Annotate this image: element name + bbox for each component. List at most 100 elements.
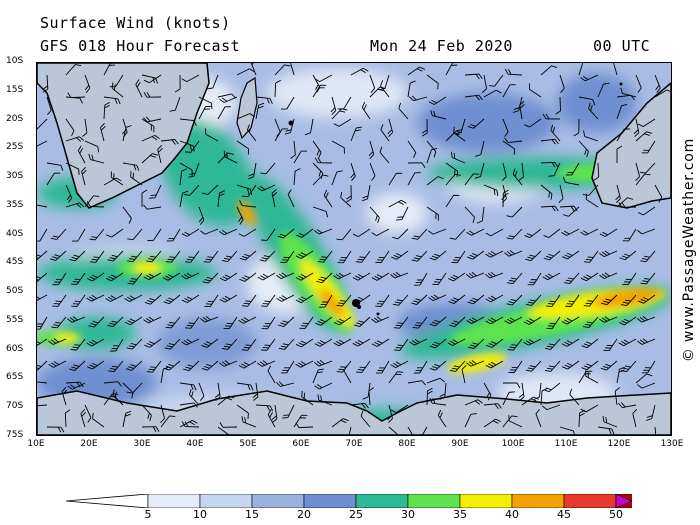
wind-barb bbox=[71, 294, 86, 307]
wind-barb bbox=[426, 206, 440, 221]
wind-barb bbox=[581, 338, 599, 349]
wind-barb bbox=[37, 198, 48, 208]
wind-barb bbox=[429, 250, 447, 261]
wind-barb bbox=[143, 91, 162, 98]
wind-barb bbox=[184, 250, 200, 263]
wind-barb bbox=[561, 228, 580, 236]
wind-barb bbox=[219, 360, 238, 367]
wind-barb bbox=[371, 228, 390, 236]
lon-label: 60E bbox=[292, 439, 310, 449]
wind-barb bbox=[259, 250, 276, 262]
wind-barb bbox=[261, 338, 276, 351]
wind-barb bbox=[86, 338, 105, 347]
wind-barb bbox=[65, 184, 73, 203]
wind-barb bbox=[217, 152, 234, 164]
wind-barb bbox=[428, 228, 447, 235]
wind-barb bbox=[181, 338, 200, 346]
wind-map[interactable] bbox=[36, 62, 672, 436]
wind-barb bbox=[48, 360, 67, 368]
wind-barb bbox=[429, 316, 447, 327]
lat-label: 15S bbox=[6, 84, 24, 95]
wind-barb bbox=[110, 171, 124, 186]
wind-barb bbox=[219, 228, 238, 236]
wind-barb bbox=[483, 89, 502, 98]
wind-barb bbox=[201, 360, 219, 371]
wind-barb bbox=[637, 338, 656, 345]
wind-barb bbox=[467, 118, 485, 129]
wind-barb bbox=[414, 272, 428, 286]
wind-barb bbox=[561, 316, 580, 325]
wind-barb bbox=[540, 205, 559, 212]
wind-barb bbox=[179, 402, 198, 408]
wind-barb bbox=[143, 74, 162, 84]
wind-barb bbox=[105, 272, 124, 282]
wind-barb bbox=[86, 201, 105, 208]
wind-barb bbox=[340, 191, 352, 208]
wind-barb bbox=[585, 193, 599, 208]
wind-barb bbox=[271, 404, 278, 423]
legend-label: 30 bbox=[401, 508, 415, 521]
wind-barb bbox=[447, 338, 466, 346]
wind-barb bbox=[67, 92, 86, 99]
wind-barb bbox=[179, 382, 197, 391]
wind-barb bbox=[439, 382, 447, 400]
wind-barb bbox=[468, 338, 485, 350]
wind-barb bbox=[535, 409, 542, 428]
wind-barb bbox=[391, 250, 409, 260]
lat-label: 45S bbox=[6, 257, 24, 268]
wind-barb bbox=[445, 63, 459, 76]
wind-barb bbox=[336, 294, 352, 307]
wind-barb bbox=[502, 189, 509, 208]
wind-barb bbox=[217, 426, 230, 435]
wind-barb bbox=[217, 395, 235, 406]
wind-barb bbox=[202, 184, 219, 195]
wind-barb bbox=[198, 382, 205, 401]
wind-barb bbox=[426, 74, 439, 90]
wind-barb bbox=[89, 228, 105, 241]
wind-barb bbox=[616, 128, 631, 142]
wind-barb bbox=[204, 294, 219, 308]
wind-barb bbox=[248, 162, 257, 180]
wind-barb bbox=[543, 228, 561, 238]
wind-barb bbox=[485, 316, 504, 325]
wind-barb bbox=[453, 126, 466, 142]
wind-barb bbox=[255, 404, 274, 412]
wind-barb bbox=[426, 176, 444, 186]
wind-barb bbox=[651, 426, 657, 435]
wind-barb bbox=[637, 382, 656, 389]
wind-barb bbox=[597, 426, 615, 435]
wind-barb bbox=[37, 294, 48, 302]
wind-barb bbox=[467, 250, 485, 260]
lat-label: 65S bbox=[6, 372, 24, 383]
lon-label: 120E bbox=[607, 439, 631, 449]
wind-barb bbox=[376, 360, 390, 374]
wind-barb bbox=[242, 184, 257, 197]
wind-barb bbox=[488, 74, 504, 87]
wind-barb bbox=[558, 184, 564, 204]
wind-barb bbox=[261, 228, 276, 241]
wind-barb bbox=[593, 162, 600, 181]
wind-barb bbox=[646, 404, 656, 421]
lon-label: 90E bbox=[451, 439, 469, 449]
legend-label: 40 bbox=[505, 508, 519, 521]
wind-barb bbox=[413, 360, 428, 374]
wind-barb bbox=[355, 250, 371, 263]
wind-barb bbox=[221, 250, 238, 263]
wind-barb bbox=[280, 360, 295, 374]
wind-barbs bbox=[37, 63, 671, 435]
wind-barb bbox=[573, 118, 580, 137]
wind-barb bbox=[622, 228, 637, 242]
wind-barb bbox=[147, 228, 162, 242]
wind-barb bbox=[301, 390, 314, 406]
wind-barb bbox=[46, 172, 61, 186]
wind-barb bbox=[481, 74, 488, 93]
wind-barb bbox=[105, 294, 124, 302]
wind-barb bbox=[314, 157, 333, 164]
wind-barb bbox=[437, 409, 447, 428]
wind-barb bbox=[507, 272, 523, 285]
wind-barb bbox=[241, 338, 257, 351]
wind-barb bbox=[485, 271, 504, 279]
wind-barb bbox=[188, 162, 200, 178]
wind-barb bbox=[618, 316, 637, 326]
wind-barb bbox=[635, 162, 641, 182]
